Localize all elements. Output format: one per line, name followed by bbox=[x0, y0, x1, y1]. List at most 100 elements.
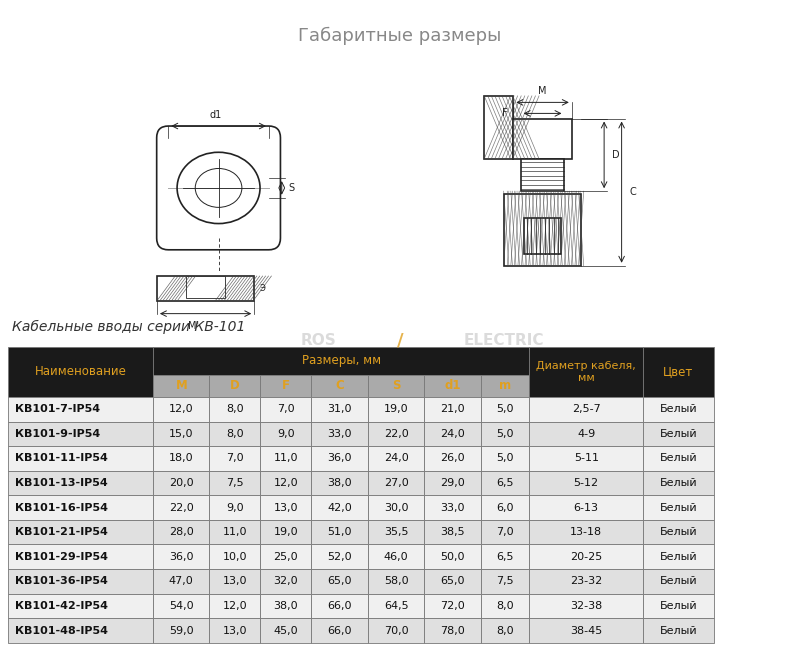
Bar bbox=[643, 422, 714, 446]
Bar bbox=[153, 470, 210, 495]
Bar bbox=[368, 375, 424, 397]
Text: 13-18: 13-18 bbox=[570, 527, 602, 537]
Text: 65,0: 65,0 bbox=[440, 576, 465, 586]
Bar bbox=[261, 594, 311, 618]
Text: 46,0: 46,0 bbox=[384, 552, 408, 562]
Bar bbox=[484, 96, 514, 159]
Text: 35,5: 35,5 bbox=[384, 527, 408, 537]
Bar bbox=[643, 594, 714, 618]
Bar bbox=[153, 375, 210, 397]
Bar bbox=[261, 618, 311, 643]
Text: КВ101-48-IP54: КВ101-48-IP54 bbox=[15, 625, 108, 636]
Bar bbox=[424, 594, 481, 618]
Text: 72,0: 72,0 bbox=[440, 601, 465, 611]
Text: 28,0: 28,0 bbox=[169, 527, 194, 537]
Bar bbox=[261, 375, 311, 397]
Bar bbox=[8, 422, 153, 446]
Text: 26,0: 26,0 bbox=[440, 454, 465, 463]
Bar bbox=[210, 520, 261, 544]
Bar bbox=[368, 520, 424, 544]
Bar bbox=[368, 495, 424, 520]
Text: 6,5: 6,5 bbox=[496, 552, 514, 562]
Bar bbox=[311, 375, 368, 397]
Bar bbox=[311, 446, 368, 470]
Bar bbox=[424, 544, 481, 569]
Text: Белый: Белый bbox=[659, 576, 697, 586]
FancyBboxPatch shape bbox=[157, 126, 281, 249]
Text: 4-9: 4-9 bbox=[577, 429, 595, 439]
Bar bbox=[521, 159, 565, 191]
Text: КВ101-36-IP54: КВ101-36-IP54 bbox=[15, 576, 108, 586]
Text: 2,5-7: 2,5-7 bbox=[572, 404, 601, 414]
Bar bbox=[153, 594, 210, 618]
Text: 5,0: 5,0 bbox=[496, 429, 514, 439]
Text: 25,0: 25,0 bbox=[274, 552, 298, 562]
Text: 5,0: 5,0 bbox=[496, 404, 514, 414]
Text: КВ101-29-IP54: КВ101-29-IP54 bbox=[15, 552, 108, 562]
Bar bbox=[311, 520, 368, 544]
Bar bbox=[210, 422, 261, 446]
Text: 7,5: 7,5 bbox=[226, 478, 244, 488]
Text: 36,0: 36,0 bbox=[169, 552, 194, 562]
Text: C: C bbox=[630, 187, 636, 197]
Text: 32-38: 32-38 bbox=[570, 601, 602, 611]
Text: 54,0: 54,0 bbox=[169, 601, 194, 611]
Bar bbox=[8, 446, 153, 470]
Text: Белый: Белый bbox=[659, 478, 697, 488]
Text: 38,0: 38,0 bbox=[274, 601, 298, 611]
Bar bbox=[153, 569, 210, 594]
Text: Кабельные вводы серии КВ-101: Кабельные вводы серии КВ-101 bbox=[12, 320, 246, 334]
Bar bbox=[481, 375, 530, 397]
Text: 6,5: 6,5 bbox=[496, 478, 514, 488]
Text: КВ101-16-IP54: КВ101-16-IP54 bbox=[15, 503, 108, 513]
Text: 23-32: 23-32 bbox=[570, 576, 602, 586]
Text: 5-12: 5-12 bbox=[574, 478, 598, 488]
Bar bbox=[643, 397, 714, 422]
Text: S: S bbox=[392, 380, 400, 393]
Text: 64,5: 64,5 bbox=[384, 601, 408, 611]
Text: 30,0: 30,0 bbox=[384, 503, 408, 513]
Bar bbox=[643, 347, 714, 397]
Text: 7,5: 7,5 bbox=[496, 576, 514, 586]
Bar bbox=[643, 495, 714, 520]
Text: Белый: Белый bbox=[659, 625, 697, 636]
Text: 66,0: 66,0 bbox=[327, 625, 352, 636]
Bar bbox=[504, 194, 582, 266]
Text: m: m bbox=[499, 380, 511, 393]
Text: 59,0: 59,0 bbox=[169, 625, 194, 636]
Bar bbox=[311, 495, 368, 520]
Text: 7,0: 7,0 bbox=[277, 404, 294, 414]
Bar bbox=[8, 347, 153, 397]
Text: 7,0: 7,0 bbox=[496, 527, 514, 537]
Text: 8,0: 8,0 bbox=[226, 429, 244, 439]
Text: 11,0: 11,0 bbox=[274, 454, 298, 463]
Bar bbox=[481, 470, 530, 495]
Bar bbox=[530, 470, 643, 495]
Text: 8,0: 8,0 bbox=[226, 404, 244, 414]
Bar bbox=[210, 470, 261, 495]
Bar bbox=[643, 569, 714, 594]
Bar bbox=[153, 495, 210, 520]
Text: M: M bbox=[175, 380, 187, 393]
Bar bbox=[643, 618, 714, 643]
Text: Габаритные размеры: Габаритные размеры bbox=[298, 27, 502, 45]
Text: Белый: Белый bbox=[659, 404, 697, 414]
Bar bbox=[424, 397, 481, 422]
Text: 36,0: 36,0 bbox=[327, 454, 352, 463]
Bar bbox=[8, 495, 153, 520]
Text: 19,0: 19,0 bbox=[274, 527, 298, 537]
Text: 32,0: 32,0 bbox=[274, 576, 298, 586]
Bar bbox=[424, 422, 481, 446]
Bar bbox=[481, 422, 530, 446]
Text: C: C bbox=[335, 380, 344, 393]
Bar bbox=[424, 470, 481, 495]
Bar bbox=[481, 594, 530, 618]
Text: Белый: Белый bbox=[659, 454, 697, 463]
Bar bbox=[210, 618, 261, 643]
Text: ROS: ROS bbox=[300, 332, 336, 348]
Text: 29,0: 29,0 bbox=[440, 478, 465, 488]
Text: 33,0: 33,0 bbox=[440, 503, 465, 513]
Bar bbox=[530, 520, 643, 544]
Bar bbox=[261, 446, 311, 470]
Text: 13,0: 13,0 bbox=[222, 576, 247, 586]
